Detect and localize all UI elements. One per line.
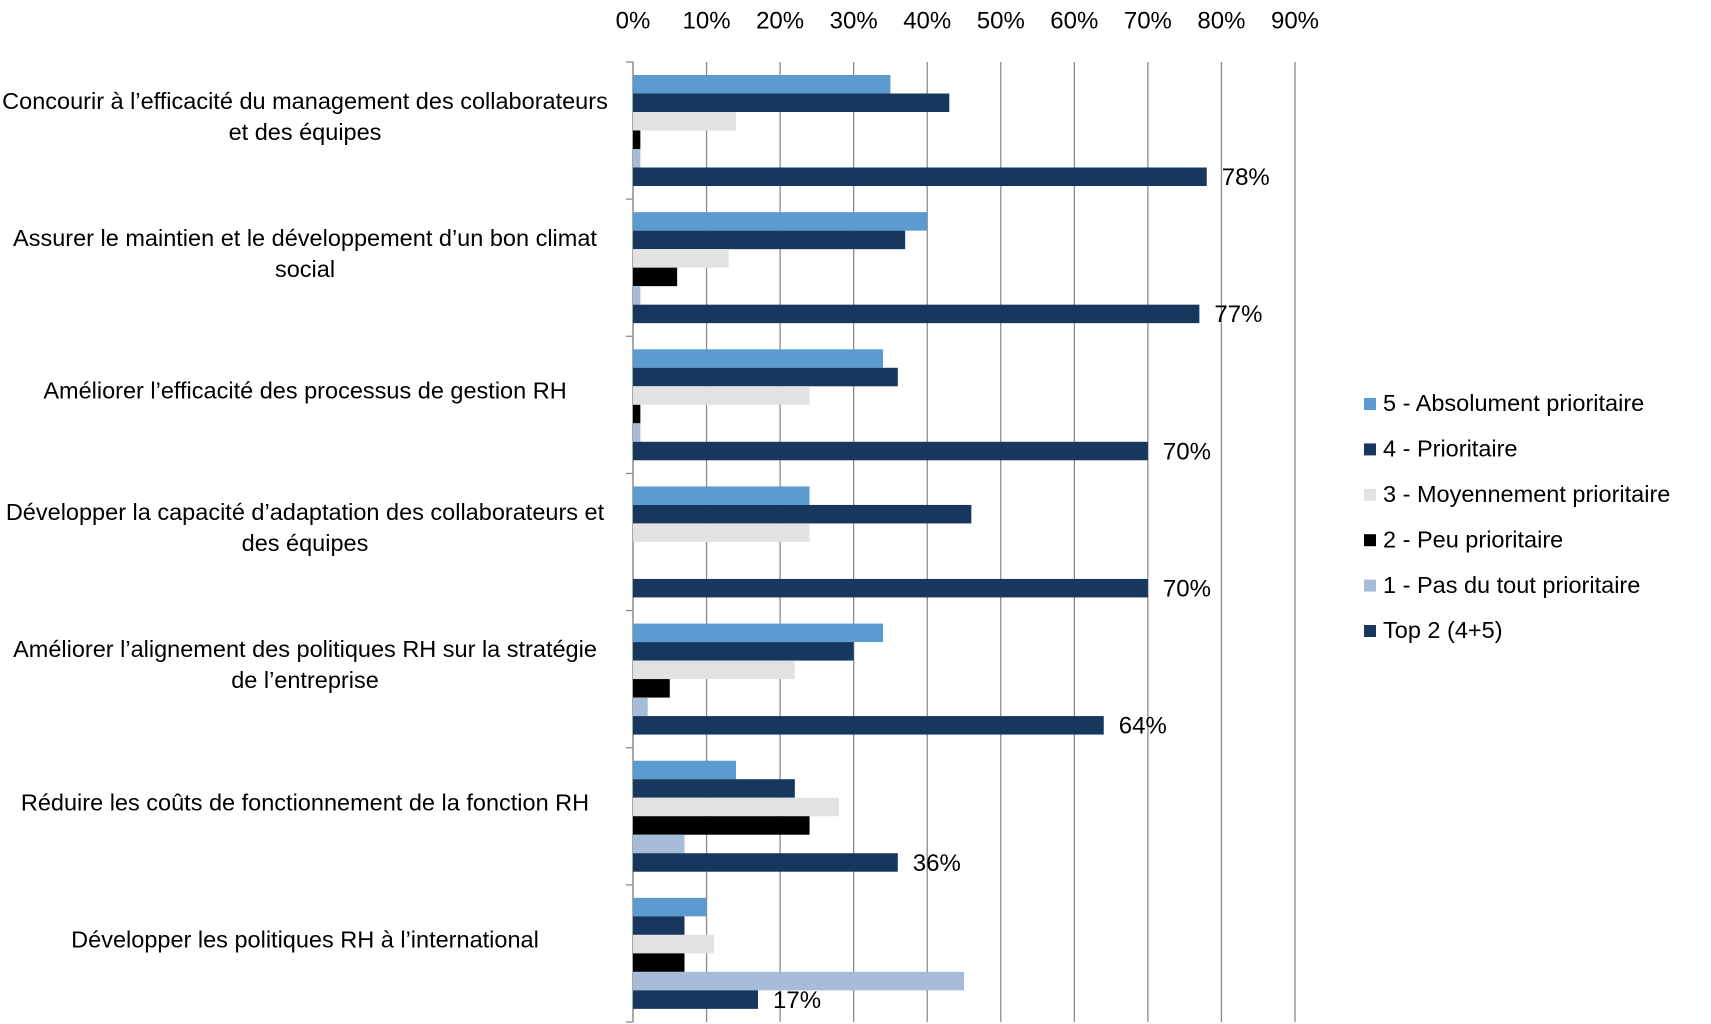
bar bbox=[633, 212, 928, 231]
bar bbox=[633, 916, 685, 935]
category-label: Assurer le maintien et le développement … bbox=[13, 225, 597, 282]
bar bbox=[633, 304, 1200, 324]
bar bbox=[633, 249, 729, 268]
bar bbox=[633, 404, 641, 424]
bar bbox=[633, 367, 898, 387]
bar bbox=[633, 897, 707, 917]
bar bbox=[633, 286, 641, 305]
x-tick-label: 20% bbox=[756, 7, 804, 34]
category-label: Développer les politiques RH à l’interna… bbox=[71, 926, 539, 953]
x-tick-label: 10% bbox=[683, 7, 731, 34]
bar bbox=[633, 679, 670, 698]
bar bbox=[633, 112, 736, 131]
bar bbox=[633, 834, 685, 854]
bar bbox=[633, 990, 759, 1009]
bar bbox=[633, 349, 884, 368]
legend-label: 2 - Peu prioritaire bbox=[1383, 526, 1563, 552]
data-label: 78% bbox=[1222, 164, 1270, 191]
bar bbox=[633, 760, 736, 780]
legend-swatch bbox=[1364, 534, 1376, 547]
legend-label: 1 - Pas du tout prioritaire bbox=[1383, 572, 1640, 598]
category-label: Développer la capacité d’adaptation des … bbox=[5, 499, 605, 557]
category-label: Concourir à l’efficacité du management d… bbox=[2, 87, 608, 145]
bar bbox=[633, 130, 641, 149]
x-tick-label: 60% bbox=[1050, 7, 1098, 34]
x-tick-label: 40% bbox=[903, 7, 951, 34]
bar bbox=[633, 93, 950, 112]
x-tick-label: 70% bbox=[1124, 7, 1172, 34]
data-label: 36% bbox=[913, 850, 961, 877]
bar bbox=[633, 971, 964, 991]
data-label: 17% bbox=[773, 987, 821, 1014]
legend-swatch bbox=[1364, 625, 1376, 637]
bar bbox=[633, 697, 648, 717]
bar bbox=[633, 578, 1148, 598]
bar bbox=[633, 853, 898, 872]
bar bbox=[633, 149, 641, 168]
bar bbox=[633, 816, 810, 835]
legend-label: 3 - Moyennement prioritaire bbox=[1383, 481, 1670, 507]
legend-swatch bbox=[1364, 488, 1376, 501]
data-label: 70% bbox=[1163, 576, 1211, 603]
bar bbox=[633, 953, 685, 972]
bar bbox=[633, 642, 854, 661]
bar bbox=[633, 230, 906, 250]
data-label: 77% bbox=[1214, 301, 1262, 328]
bar bbox=[633, 486, 810, 505]
bar bbox=[633, 523, 810, 542]
category-label: Améliorer l’efficacité des processus de … bbox=[43, 377, 567, 404]
x-tick-label: 90% bbox=[1271, 7, 1319, 34]
bar bbox=[633, 386, 810, 405]
bar bbox=[633, 267, 678, 287]
bar bbox=[633, 623, 884, 643]
legend-swatch bbox=[1364, 443, 1376, 456]
bar bbox=[633, 504, 972, 524]
legend-label: 5 - Absolument prioritaire bbox=[1383, 390, 1644, 416]
bar bbox=[633, 441, 1148, 461]
data-label: 64% bbox=[1119, 713, 1167, 740]
legend-label: Top 2 (4+5) bbox=[1383, 617, 1503, 643]
legend-label: 4 - Prioritaire bbox=[1383, 436, 1518, 462]
category-label: Réduire les coûts de fonctionnement de l… bbox=[20, 789, 590, 816]
bar bbox=[633, 167, 1207, 186]
x-tick-label: 50% bbox=[977, 7, 1025, 34]
data-label: 70% bbox=[1163, 438, 1211, 465]
bar bbox=[633, 779, 795, 798]
legend-swatch bbox=[1364, 398, 1376, 410]
x-tick-label: 0% bbox=[616, 7, 651, 34]
x-tick-label: 80% bbox=[1197, 7, 1245, 34]
bar bbox=[633, 423, 641, 442]
bar bbox=[633, 934, 714, 954]
x-tick-label: 30% bbox=[830, 7, 878, 34]
bar bbox=[633, 797, 839, 817]
bar bbox=[633, 660, 795, 680]
legend-swatch bbox=[1364, 579, 1376, 592]
bar bbox=[633, 75, 891, 94]
bar bbox=[633, 716, 1104, 735]
category-label: Améliorer l’alignement des politiques RH… bbox=[13, 636, 597, 694]
